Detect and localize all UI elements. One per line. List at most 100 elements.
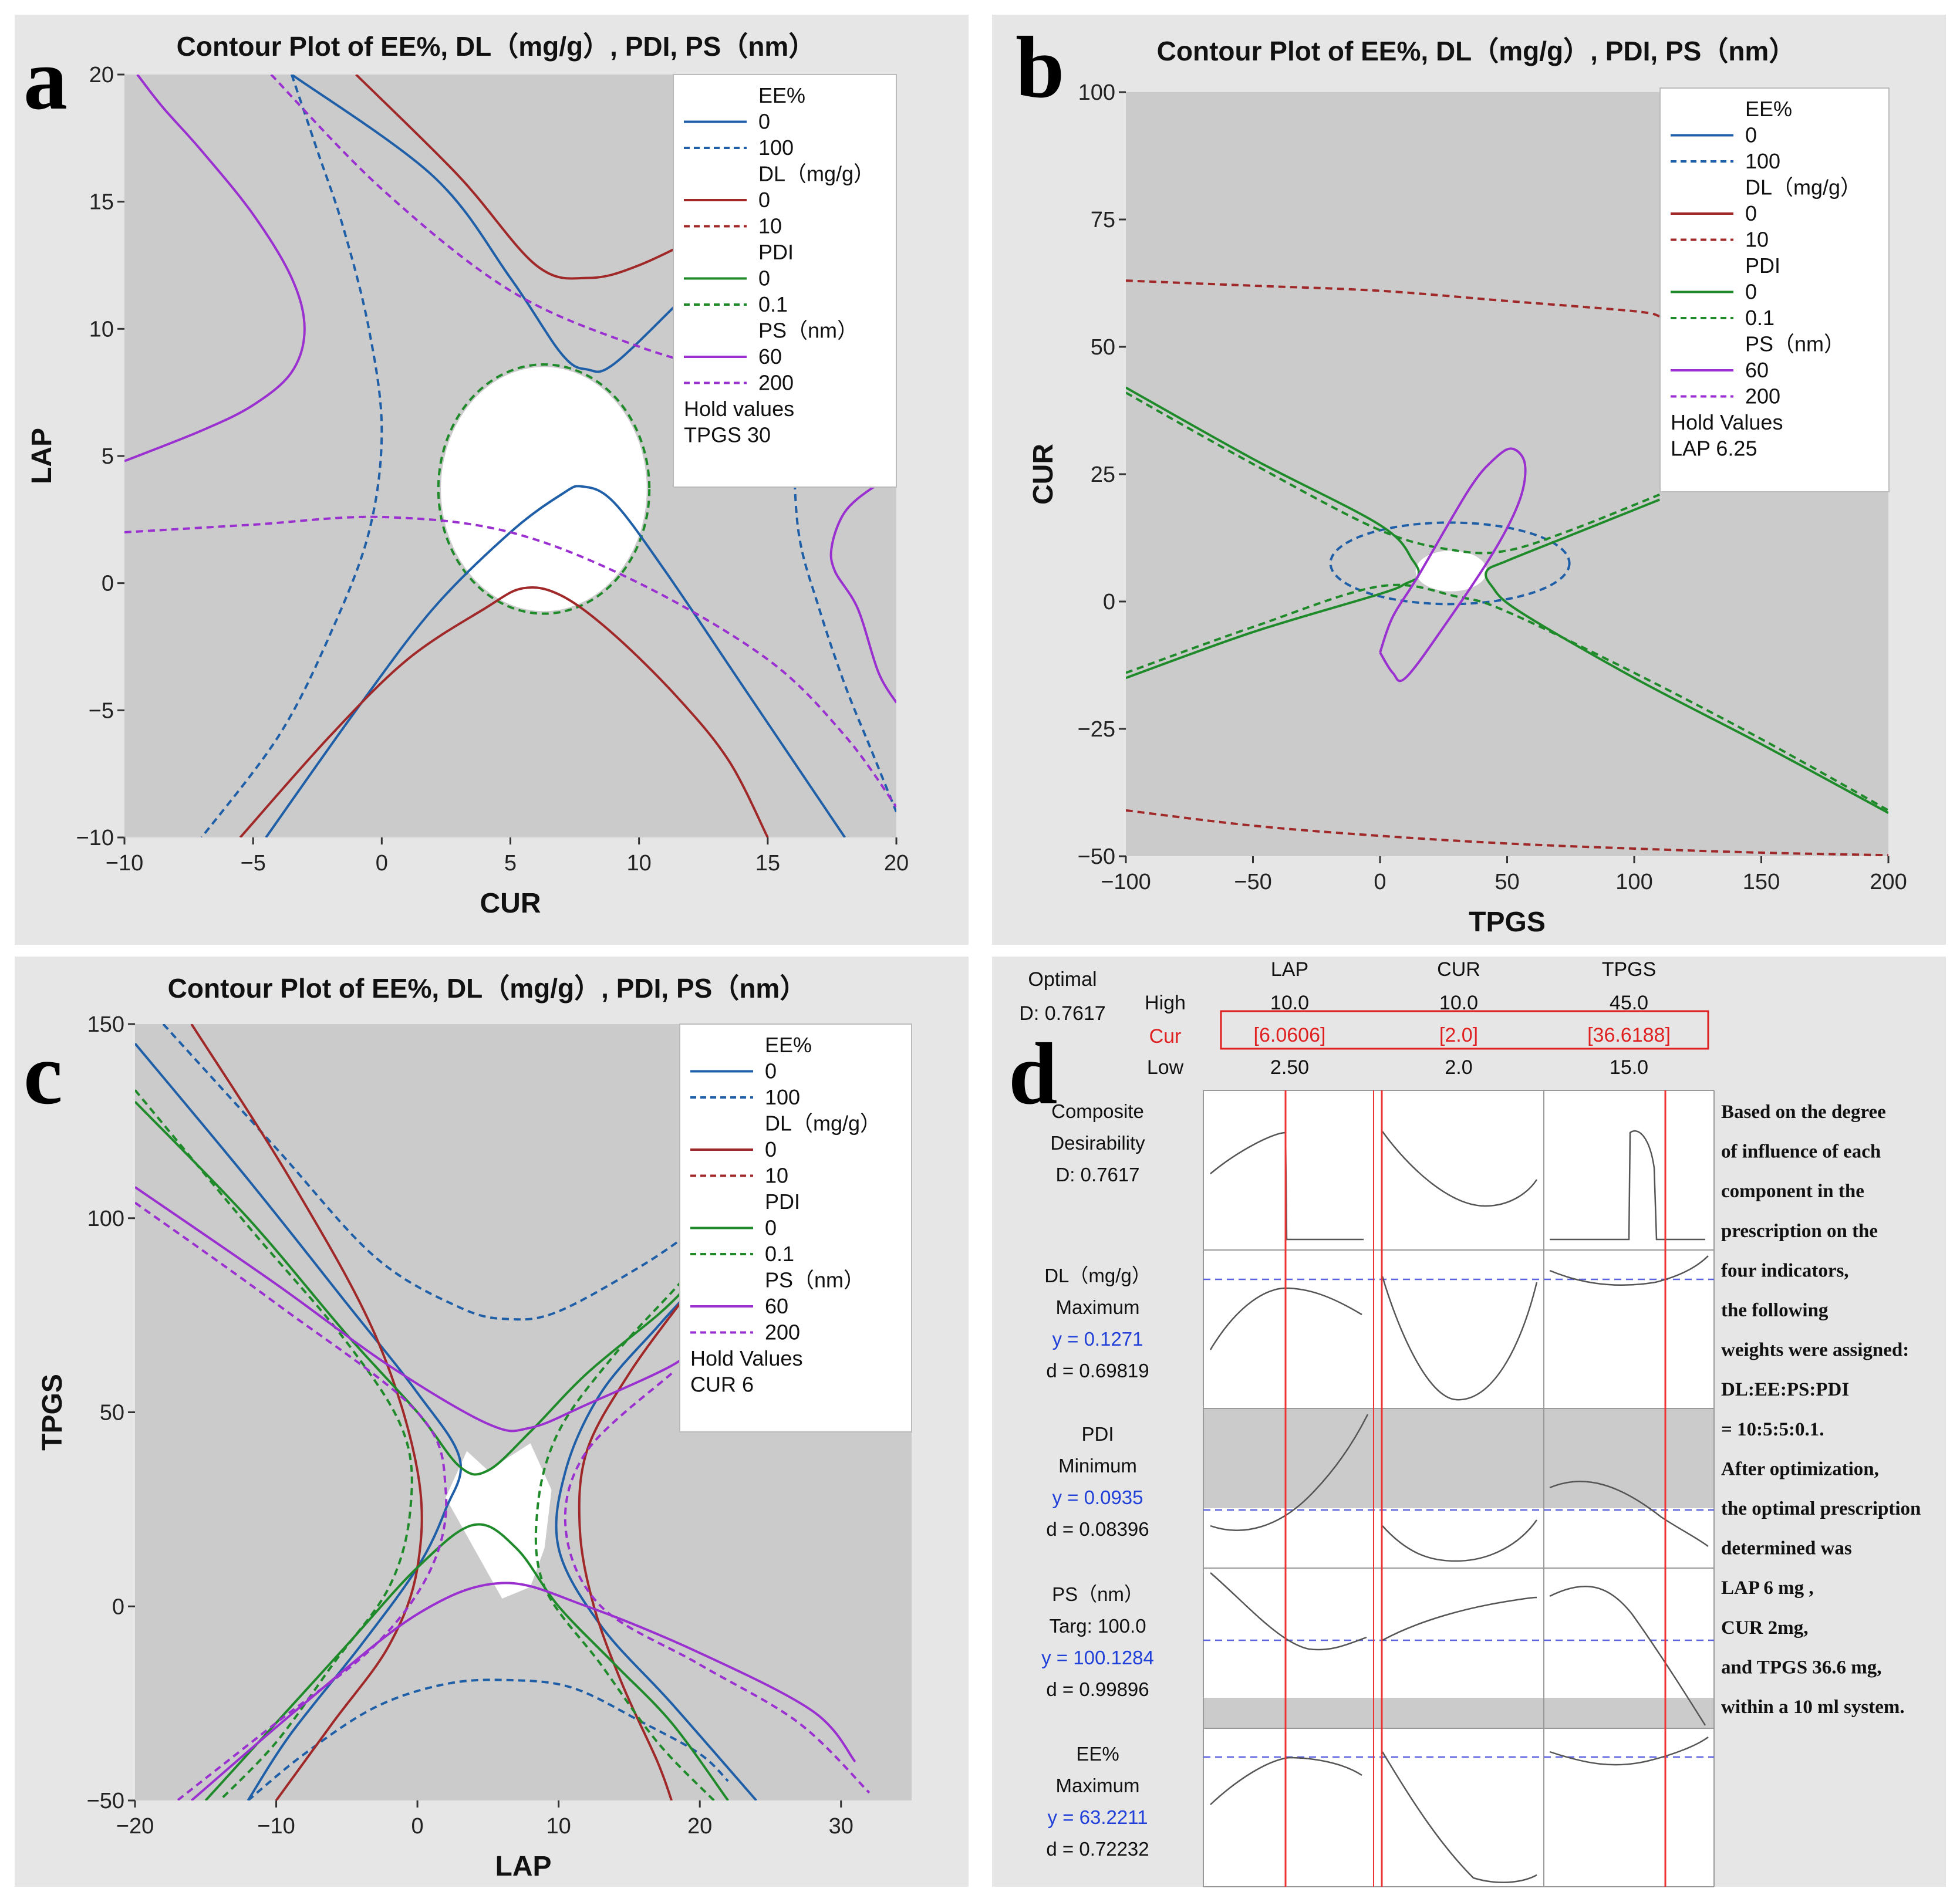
profile-curve-5 xyxy=(1549,1255,1709,1286)
legend-group-a-3: PS（nm） xyxy=(758,319,858,343)
panel-b: Contour Plot of EE%, DL（mg/g）, PDI, PS（n… xyxy=(1028,36,1907,938)
profile-curve-2 xyxy=(1550,1130,1705,1241)
legend-label-c-0-1: 100 xyxy=(765,1085,800,1109)
contour-line-c-6 xyxy=(135,1100,687,1476)
x-tick-label-b-2: 0 xyxy=(1374,870,1386,894)
y-tick-label-b-4: 50 xyxy=(1091,335,1115,360)
feasible-region-b-0 xyxy=(1415,550,1487,592)
y-tick-label-a-0: −10 xyxy=(76,826,114,850)
contour-line-b-3 xyxy=(1485,498,1888,814)
feasible-region-a-0 xyxy=(441,367,647,612)
x-tick-label-a-1: −5 xyxy=(241,851,266,876)
note-line-6: weights were assigned: xyxy=(1721,1340,1909,1361)
legend-label-c-3-0: 60 xyxy=(765,1294,788,1318)
response-name-0: Composite xyxy=(1051,1100,1144,1122)
profile-curve-11 xyxy=(1549,1585,1706,1726)
x-tick-label-b-0: −100 xyxy=(1101,870,1151,894)
legend-group-b-2: PDI xyxy=(1745,254,1780,278)
legend-group-c-1: DL（mg/g） xyxy=(765,1112,881,1136)
legend-group-a-1: DL（mg/g） xyxy=(758,162,875,186)
response-y-1: y = 0.1271 xyxy=(1052,1328,1143,1350)
note-line-9: After optimization, xyxy=(1721,1458,1879,1479)
profile-curve-7 xyxy=(1382,1519,1538,1562)
response-y-3: y = 100.1284 xyxy=(1041,1647,1154,1668)
legend-group-b-3: PS（nm） xyxy=(1745,332,1845,356)
contour-line-c-1 xyxy=(247,1678,729,1800)
legend-hold-title-c: Hold Values xyxy=(690,1346,802,1370)
legend-label-a-3-1: 200 xyxy=(758,371,794,395)
profile-curve-8 xyxy=(1549,1481,1709,1548)
ps-shaded-band xyxy=(1203,1698,1714,1728)
y-axis-label-c: TPGS xyxy=(37,1374,68,1451)
note-line-5: the following xyxy=(1721,1300,1829,1321)
response-d-1: d = 0.69819 xyxy=(1046,1360,1149,1381)
x-tick-label-b-3: 50 xyxy=(1495,870,1519,894)
note-line-7: DL:EE:PS:PDI xyxy=(1721,1379,1849,1400)
contour-line-b-0 xyxy=(1126,279,1660,317)
x-tick-label-c-3: 10 xyxy=(546,1814,571,1839)
contour-line-c-4 xyxy=(190,1024,423,1800)
current-value-1: [2.0] xyxy=(1439,1024,1478,1046)
note-line-4: four indicators, xyxy=(1721,1260,1849,1281)
legend-label-a-3-0: 60 xyxy=(758,344,782,369)
note-line-11: determined was xyxy=(1721,1538,1852,1559)
y-tick-label-a-6: 20 xyxy=(89,63,114,87)
current-value-2: [36.6188] xyxy=(1587,1024,1671,1046)
response-y-2: y = 0.0935 xyxy=(1052,1487,1143,1508)
note-line-0: Based on the degree xyxy=(1721,1102,1886,1123)
y-tick-label-b-1: −25 xyxy=(1078,717,1115,742)
low-value-2: 15.0 xyxy=(1610,1056,1648,1079)
profile-curve-6 xyxy=(1210,1414,1369,1531)
x-tick-label-b-6: 200 xyxy=(1870,870,1907,894)
x-tick-label-c-2: 0 xyxy=(411,1814,424,1839)
contour-line-a-8 xyxy=(270,75,755,381)
legend-label-b-2-0: 0 xyxy=(1745,280,1757,304)
x-tick-label-a-3: 5 xyxy=(504,851,517,876)
x-axis-label-b: TPGS xyxy=(1469,907,1546,938)
contour-line-a-5 xyxy=(239,586,769,837)
contour-line-a-6 xyxy=(124,75,306,462)
chart-title-c: Contour Plot of EE%, DL（mg/g）, PDI, PS（n… xyxy=(168,973,807,1004)
low-value-0: 2.50 xyxy=(1270,1056,1309,1079)
x-tick-label-c-5: 30 xyxy=(829,1814,854,1839)
y-tick-label-b-0: −50 xyxy=(1078,844,1115,869)
optimal-d-value: D: 0.7617 xyxy=(1019,1002,1105,1025)
profile-curve-9 xyxy=(1210,1572,1367,1651)
factor-header-cur: CUR xyxy=(1437,958,1480,981)
y-axis-label-a: LAP xyxy=(26,428,58,484)
panel-a: Contour Plot of EE%, DL（mg/g）, PDI, PS（n… xyxy=(26,31,909,919)
x-axis-label-c: LAP xyxy=(495,1851,552,1882)
y-tick-label-a-2: 0 xyxy=(102,572,114,596)
legend-label-c-1-0: 0 xyxy=(765,1137,777,1161)
contour-line-c-9 xyxy=(534,1248,715,1800)
y-tick-label-b-5: 75 xyxy=(1091,208,1115,232)
plot-content-b xyxy=(1126,279,1888,856)
plot-content-c xyxy=(135,1024,871,1800)
contour-line-c-11 xyxy=(190,1582,856,1800)
legend-group-a-2: PDI xyxy=(758,240,794,264)
legend-hold-value-a: TPGS 30 xyxy=(684,423,771,447)
contour-line-a-2 xyxy=(200,75,383,837)
y-tick-label-b-2: 0 xyxy=(1103,590,1115,614)
legend-box-a xyxy=(673,74,897,488)
note-line-12: LAP 6 mg , xyxy=(1721,1577,1814,1599)
y-tick-label-c-2: 50 xyxy=(100,1401,124,1425)
legend-label-b-3-1: 200 xyxy=(1745,384,1780,408)
legend-group-c-0: EE% xyxy=(765,1033,812,1057)
legend-group-b-0: EE% xyxy=(1745,97,1792,121)
legend-label-c-0-0: 0 xyxy=(765,1059,777,1083)
y-axis-label-b: CUR xyxy=(1028,444,1059,505)
contour-line-c-0 xyxy=(162,1024,701,1321)
x-tick-label-b-5: 150 xyxy=(1743,870,1780,894)
row-label-low: Low xyxy=(1147,1056,1184,1079)
contour-line-c-8 xyxy=(135,1089,413,1800)
contour-line-b-5 xyxy=(1126,583,1888,812)
note-line-10: the optimal prescription xyxy=(1721,1498,1921,1519)
legend-label-a-1-0: 0 xyxy=(758,188,770,212)
row-label-high: High xyxy=(1145,992,1186,1014)
y-tick-label-c-0: −50 xyxy=(87,1789,124,1813)
legend-hold-value-b: LAP 6.25 xyxy=(1671,437,1757,461)
legend-label-b-0-1: 100 xyxy=(1745,149,1780,173)
contour-line-a-1 xyxy=(265,485,846,837)
